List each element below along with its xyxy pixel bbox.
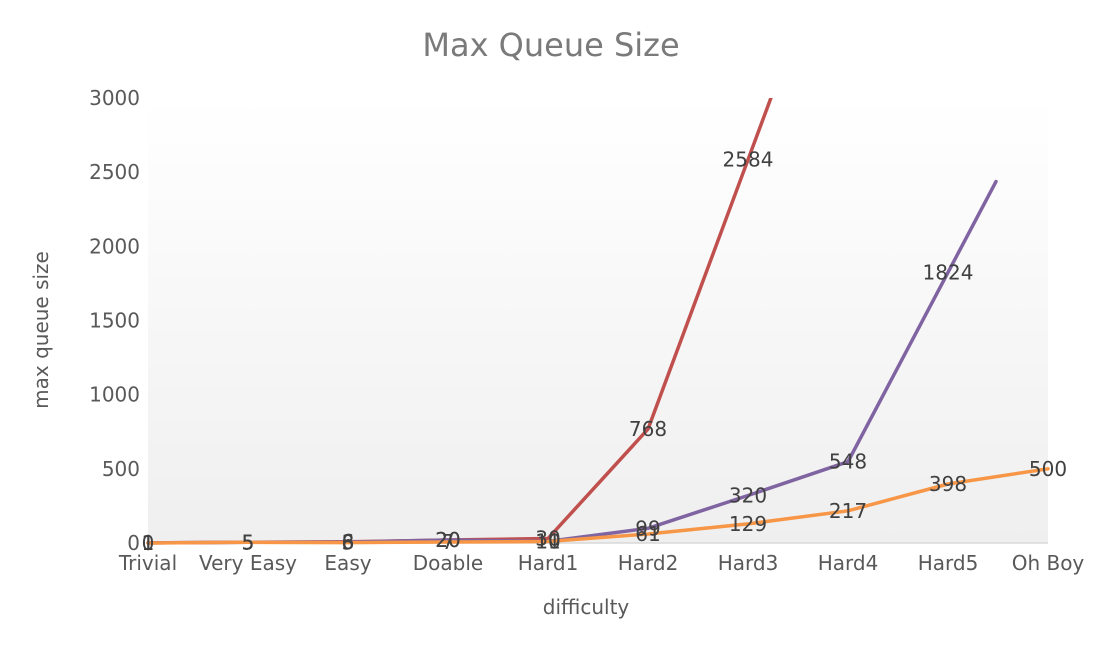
y-tick-label: 1500	[89, 309, 140, 333]
data-label: 20	[435, 528, 460, 552]
data-label: 2584	[723, 148, 774, 172]
y-tick-label: 2500	[89, 160, 140, 184]
y-axis-title: max queue size	[29, 251, 53, 409]
data-label: 548	[829, 450, 867, 474]
data-label: 500	[1029, 457, 1067, 481]
y-tick-label: 2000	[89, 234, 140, 258]
y-tick-label: 500	[102, 457, 140, 481]
x-tick-label: Easy	[324, 551, 371, 575]
data-label: 1824	[923, 260, 974, 284]
data-label: 398	[929, 472, 967, 496]
data-label: 5	[242, 530, 255, 554]
x-tick-label: Hard5	[918, 551, 979, 575]
y-tick-label: 1000	[89, 383, 140, 407]
x-tick-label: Trivial	[118, 551, 177, 575]
data-label: 10	[535, 530, 560, 554]
data-label: 1	[142, 531, 155, 555]
data-label: 61	[635, 522, 660, 546]
data-label: 30	[535, 527, 560, 551]
data-label: 3	[342, 531, 355, 555]
data-label: 5	[242, 530, 255, 554]
data-label: 5	[242, 530, 255, 554]
data-label: 20	[435, 528, 460, 552]
data-label: 7	[442, 530, 455, 554]
chart-title: Max Queue Size	[422, 26, 679, 64]
data-label: 8	[342, 530, 355, 554]
data-label: 217	[829, 499, 867, 523]
x-tick-label: Hard1	[518, 551, 579, 575]
data-label: 0	[142, 531, 155, 555]
x-tick-label: Hard3	[718, 551, 779, 575]
data-label: 11	[535, 529, 560, 553]
x-tick-label: Hard2	[618, 551, 679, 575]
plot-area	[148, 98, 1048, 543]
x-axis-ticks: Trivial Very Easy Easy Doable Hard1 Hard2 Hard…	[118, 551, 1085, 575]
x-tick-label: Doable	[413, 551, 483, 575]
data-label: 6	[342, 530, 355, 554]
x-tick-label: Hard4	[818, 551, 879, 575]
x-axis-title: difficulty	[543, 595, 630, 619]
x-tick-label: Oh Boy	[1012, 551, 1085, 575]
data-label: 1	[142, 531, 155, 555]
data-label: 99	[635, 516, 660, 540]
y-tick-label: 0	[127, 531, 140, 555]
data-label: 129	[729, 512, 767, 536]
series-line-2	[146, 467, 1050, 545]
x-tick-label: Very Easy	[199, 551, 297, 575]
series-lines	[146, 98, 1050, 545]
y-axis-ticks: 0 500 1000 1500 2000 2500 3000	[89, 86, 140, 555]
data-label: 768	[629, 417, 667, 441]
data-label: 320	[729, 484, 767, 508]
y-tick-label: 3000	[89, 86, 140, 110]
